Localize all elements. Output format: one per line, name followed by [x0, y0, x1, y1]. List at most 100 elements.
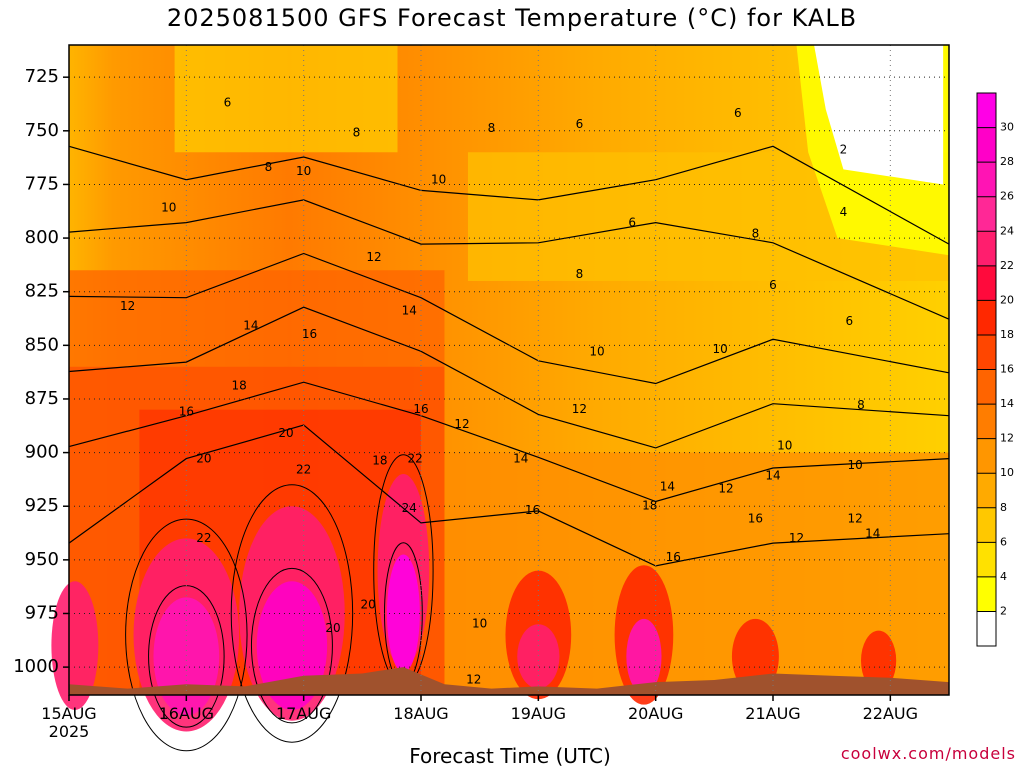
contour-label: 14 [243, 319, 258, 333]
warm-blob-12 [861, 630, 897, 691]
colorbar-tick-label: 2 [1000, 604, 1007, 617]
colorbar-segment [977, 196, 996, 232]
contour-lines [68, 145, 950, 752]
contour-label: 10 [589, 344, 604, 358]
colorbar-segment [977, 300, 996, 335]
contour-label: 16 [666, 550, 681, 564]
contour-label: 6 [769, 278, 777, 292]
colorbar-segment [977, 576, 996, 612]
colorbar-segment [977, 231, 996, 266]
colorbar-tick-label: 30 [1000, 121, 1014, 134]
x-axis-label: Forecast Time (UTC) [409, 744, 611, 768]
colorbar-segment [977, 542, 996, 577]
temperature-band-5 [174, 45, 398, 153]
contour-label: 10 [161, 201, 176, 215]
colorbar-tick-label: 14 [1000, 397, 1014, 410]
colorbar-tick-label: 20 [1000, 293, 1014, 306]
contour-label: 6 [576, 117, 584, 131]
contour-label: 22 [407, 452, 422, 466]
contour-line-5 [68, 424, 950, 567]
x-tick-label: 17AUG [276, 704, 331, 723]
colorbar-segment [977, 162, 996, 197]
contour-label: 20 [196, 452, 211, 466]
contour-line-3 [68, 306, 950, 449]
contour-line-1 [68, 199, 950, 320]
contour-label: 8 [857, 398, 865, 412]
colorbar-tick-label: 12 [1000, 432, 1014, 445]
contour-ring-3 [250, 567, 333, 724]
contour-label: 10 [847, 458, 862, 472]
contour-line-4 [68, 381, 950, 503]
contour-label: 14 [513, 452, 528, 466]
colorbar-tick-label: 6 [1000, 535, 1007, 548]
contour-label: 12 [718, 482, 733, 496]
terrain-surface [69, 667, 949, 695]
contour-label: 10 [431, 173, 446, 187]
x-tick-label: 18AUG [393, 704, 448, 723]
colorbar-tick-label: 4 [1000, 570, 1007, 583]
colorbar-segment [977, 507, 996, 543]
contour-label: 20 [361, 597, 376, 611]
y-tick-label: 750 [25, 120, 59, 141]
contour-ring-2 [230, 484, 354, 743]
y-tick-label: 950 [25, 549, 59, 570]
colorbar-tick-label: 22 [1000, 259, 1014, 272]
x-tick-label: 15AUG [41, 704, 96, 723]
contour-label: 6 [734, 106, 742, 120]
contour-label: 16 [748, 512, 763, 526]
colorbar-segment [977, 334, 996, 370]
contour-label: 14 [402, 304, 417, 318]
contour-label: 10 [777, 439, 792, 453]
contour-label: 16 [413, 402, 428, 416]
contour-label: 12 [572, 402, 587, 416]
contour-label: 10 [296, 164, 311, 178]
x-tick-label: 16AUG [159, 704, 214, 723]
contour-label: 12 [120, 299, 135, 313]
contour-label: 12 [366, 250, 381, 264]
terrain [69, 667, 949, 695]
y-axis: 725 750 775 800 825 850 875 900 925 950 975 1000 [13, 66, 69, 677]
contour-label: 14 [865, 527, 880, 541]
contour-label: 6 [224, 95, 232, 109]
y-tick-label: 800 [25, 227, 59, 248]
x-tick-year: 2025 [49, 722, 90, 741]
contour-label: 8 [576, 267, 584, 281]
contour-label: 22 [196, 531, 211, 545]
contour-label: 24 [402, 501, 417, 515]
y-tick-label: 775 [25, 173, 59, 194]
contour-label: 10 [713, 342, 728, 356]
contour-line-0 [68, 145, 950, 245]
x-tick-label: 21AUG [745, 704, 800, 723]
colorbar-segment [977, 369, 996, 405]
contour-label: 4 [840, 205, 848, 219]
chart-title: 2025081500 GFS Forecast Temperature (°C)… [166, 4, 858, 32]
colorbar-segment [977, 404, 996, 439]
contour-label: 6 [845, 314, 853, 328]
contour-label: 20 [325, 621, 340, 635]
warm-blob-8 [517, 624, 560, 689]
warm-blob-5 [386, 554, 420, 673]
contour-label: 18 [372, 454, 387, 468]
contour-label: 14 [765, 469, 780, 483]
y-tick-label: 975 [25, 602, 59, 623]
axes [68, 44, 950, 696]
contour-label: 14 [660, 479, 675, 493]
contour-label: 16 [302, 327, 317, 341]
x-tick-label: 22AUG [863, 704, 918, 723]
contour-label: 12 [789, 531, 804, 545]
colorbar-segment [977, 611, 996, 646]
y-tick-label: 850 [25, 334, 59, 355]
x-tick-label: 19AUG [511, 704, 566, 723]
colorbar-tick-label: 8 [1000, 501, 1007, 514]
credit-text: coolwx.com/models [840, 744, 1016, 763]
cool-region [796, 45, 949, 256]
contour-label: 16 [525, 503, 540, 517]
colorbar-segment [977, 93, 996, 128]
colorbar-tick-label: 24 [1000, 224, 1014, 237]
contour-line-2 [68, 252, 950, 385]
contour-label: 2 [840, 143, 848, 157]
colorbar-segment [977, 438, 996, 474]
contour-label: 8 [353, 125, 361, 139]
